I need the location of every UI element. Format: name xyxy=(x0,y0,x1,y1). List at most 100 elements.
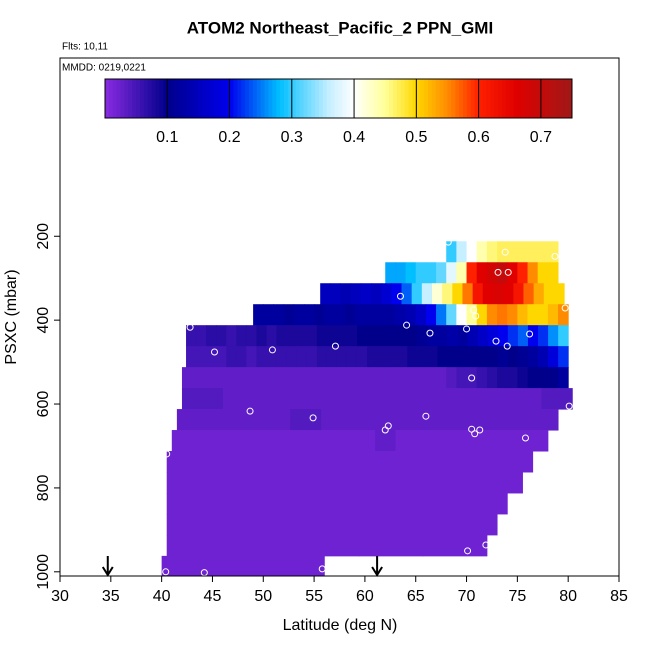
heat-cell xyxy=(407,346,418,368)
heat-cell xyxy=(436,304,447,326)
colorbar-segment xyxy=(381,79,386,118)
colorbar-segment xyxy=(466,79,472,118)
heat-cell xyxy=(538,346,549,368)
heat-cell xyxy=(306,346,318,368)
heat-cell xyxy=(466,430,478,452)
heat-cell xyxy=(448,388,460,410)
heat-cell xyxy=(415,430,427,452)
heat-cell xyxy=(405,262,417,284)
y-tick-label: 200 xyxy=(35,223,52,250)
heat-cell xyxy=(334,367,346,389)
colorbar-segment xyxy=(175,79,180,118)
heat-cell xyxy=(330,283,342,305)
colorbar-segment xyxy=(346,79,351,118)
colorbar-segment xyxy=(350,79,355,118)
heat-cell xyxy=(238,409,250,431)
heat-cell xyxy=(417,346,428,368)
colorbar-segment xyxy=(482,79,487,118)
heat-cell xyxy=(212,367,224,389)
heat-cell xyxy=(436,367,447,389)
heat-cell xyxy=(324,304,335,326)
heat-cell xyxy=(319,451,351,473)
heat-cell xyxy=(485,409,497,431)
colorbar-segment xyxy=(307,79,312,118)
x-tick-label: 55 xyxy=(305,588,323,605)
heat-cell xyxy=(447,325,459,347)
heat-cell xyxy=(496,409,508,431)
heat-cell xyxy=(548,325,559,347)
heat-cell xyxy=(303,304,315,326)
x-tick-label: 35 xyxy=(102,588,120,605)
heat-cell xyxy=(456,241,468,263)
heat-cell xyxy=(446,304,457,326)
heat-cell xyxy=(465,409,477,431)
colorbar-segment xyxy=(533,79,538,118)
heat-cell xyxy=(482,283,494,305)
flight-point xyxy=(551,252,559,260)
heat-cell xyxy=(340,283,352,305)
heat-cell xyxy=(466,262,478,284)
heat-cell xyxy=(517,304,529,326)
colorbar-segment xyxy=(540,79,546,118)
flight-point xyxy=(464,547,472,555)
colorbar-segment xyxy=(190,79,196,118)
annotation: MMDD: 0219,0221 xyxy=(62,63,146,74)
heat-cell xyxy=(196,325,207,347)
heat-cell xyxy=(502,451,534,473)
colorbar-segment xyxy=(194,79,199,118)
heat-cell xyxy=(437,346,449,368)
colorbar-segment xyxy=(490,79,495,118)
colorbar-segment xyxy=(517,79,522,118)
heat-cell xyxy=(321,409,332,431)
heat-cell xyxy=(263,304,274,326)
colorbar-segment xyxy=(206,79,211,118)
y-axis-label: PSXC (mbar) xyxy=(3,269,20,364)
colorbar-segment xyxy=(276,79,281,118)
heat-cell xyxy=(324,430,335,452)
colorbar-segment xyxy=(474,79,480,118)
heat-cell xyxy=(547,304,559,326)
x-tick-label: 70 xyxy=(458,588,476,605)
heat-cell xyxy=(395,430,407,452)
heat-cell xyxy=(334,304,346,326)
colorbar-segment xyxy=(529,79,534,118)
colorbar-segment xyxy=(202,79,207,118)
colorbar-segment xyxy=(509,79,515,118)
flight-point xyxy=(494,268,502,276)
heat-cell xyxy=(303,367,315,389)
colorbar-segment xyxy=(544,79,550,118)
heat-cell xyxy=(424,409,435,431)
heat-cell xyxy=(425,430,437,452)
heat-cell xyxy=(457,325,469,347)
heat-cell xyxy=(192,388,204,410)
heat-cell xyxy=(324,367,335,389)
heat-cell xyxy=(266,325,278,347)
heat-cell xyxy=(476,430,488,452)
heat-cell xyxy=(513,283,524,305)
colorbar-segment xyxy=(311,79,316,118)
heat-cell xyxy=(166,471,219,494)
heat-cell xyxy=(507,262,518,284)
colorbar-segment xyxy=(478,79,483,118)
heat-cell xyxy=(242,555,285,577)
heat-cell xyxy=(405,367,417,389)
heat-cell xyxy=(305,388,316,410)
heat-cell xyxy=(437,325,449,347)
flight-arrow xyxy=(101,556,114,577)
heat-cell xyxy=(300,409,312,431)
heat-cell xyxy=(186,346,197,368)
flight-point xyxy=(472,312,480,320)
heat-cell xyxy=(469,388,481,410)
colorbar-segment xyxy=(342,79,347,118)
heat-cell xyxy=(446,241,457,263)
heat-cell xyxy=(202,555,244,577)
colorbar-segment xyxy=(439,79,445,118)
colorbar-segment xyxy=(564,79,569,118)
heat-cell xyxy=(410,451,442,473)
heat-cell xyxy=(350,283,362,305)
colorbar-segment xyxy=(217,79,223,118)
heat-cell xyxy=(428,388,440,410)
heat-cell xyxy=(354,304,366,326)
colorbar-segment xyxy=(330,79,336,118)
